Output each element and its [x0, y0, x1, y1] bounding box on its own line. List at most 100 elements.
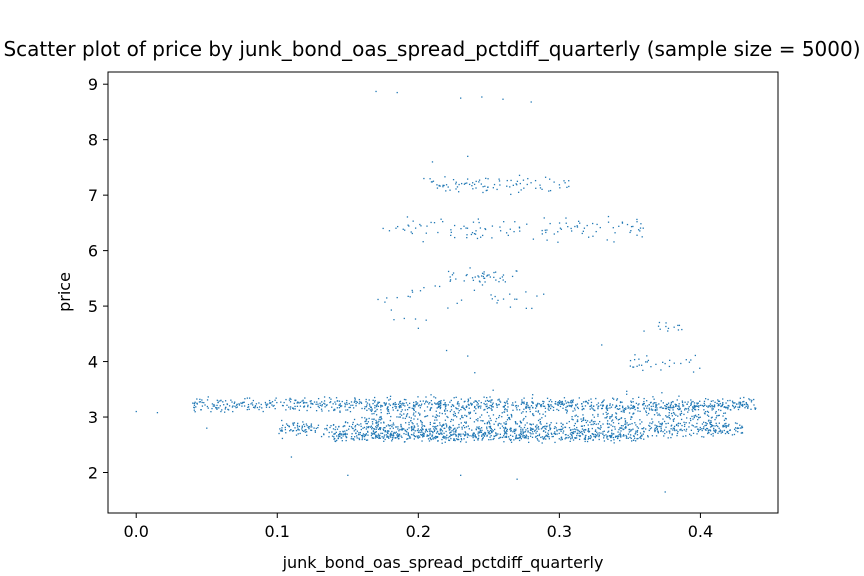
data-point	[512, 435, 514, 437]
data-point	[466, 178, 469, 180]
data-point	[480, 405, 482, 407]
data-point	[727, 430, 729, 433]
y-tick-label: 5	[88, 297, 98, 316]
data-point	[474, 372, 476, 374]
data-point	[607, 412, 609, 415]
data-point	[444, 441, 446, 443]
data-point	[647, 359, 650, 362]
data-point	[581, 428, 584, 430]
data-point	[426, 415, 429, 417]
data-point	[558, 403, 561, 405]
data-point	[503, 405, 506, 407]
data-point	[426, 435, 428, 437]
data-point	[395, 227, 397, 229]
data-point	[706, 428, 709, 430]
data-point	[455, 435, 457, 437]
data-point	[636, 438, 638, 440]
data-point	[546, 434, 548, 437]
data-point	[493, 271, 495, 274]
data-point	[641, 236, 643, 238]
data-point	[463, 438, 465, 440]
data-point	[597, 423, 600, 425]
data-point	[630, 437, 632, 440]
data-point	[428, 435, 430, 437]
data-point	[326, 404, 328, 406]
data-point	[423, 177, 425, 180]
data-point	[619, 427, 621, 429]
data-point	[359, 401, 361, 403]
data-point	[481, 435, 483, 437]
data-point	[381, 405, 383, 407]
data-point	[438, 415, 440, 417]
data-point	[504, 423, 506, 425]
data-point	[358, 438, 361, 441]
data-point	[460, 433, 462, 435]
data-point	[342, 430, 344, 433]
data-point	[720, 409, 722, 412]
data-point	[402, 402, 404, 404]
data-point	[718, 400, 721, 402]
data-point	[478, 181, 480, 183]
data-point	[218, 400, 220, 402]
data-point	[720, 432, 722, 434]
data-point	[398, 416, 400, 418]
data-point	[718, 404, 720, 406]
data-point	[715, 429, 717, 432]
data-point	[293, 402, 295, 405]
data-point	[429, 408, 431, 411]
data-point	[355, 432, 357, 435]
data-point	[526, 183, 528, 186]
data-point	[534, 179, 537, 182]
data-point	[653, 398, 655, 400]
data-point	[339, 431, 341, 433]
data-point	[385, 425, 388, 427]
data-point	[406, 428, 409, 431]
data-point	[603, 440, 606, 442]
data-point	[304, 397, 306, 399]
data-point	[527, 436, 529, 438]
data-point	[674, 429, 676, 432]
data-point	[223, 404, 225, 406]
data-point	[734, 422, 737, 424]
data-point	[458, 410, 460, 412]
data-point	[389, 427, 391, 430]
data-point	[213, 405, 216, 407]
data-point	[414, 318, 417, 320]
data-point	[445, 404, 447, 406]
data-point	[384, 431, 386, 433]
data-point	[704, 413, 706, 415]
data-point	[650, 366, 652, 368]
data-point	[536, 424, 538, 426]
data-point	[659, 406, 661, 409]
data-point	[340, 437, 342, 439]
data-point	[694, 409, 697, 411]
data-point	[413, 407, 415, 410]
data-point	[633, 358, 636, 361]
data-point	[717, 403, 720, 405]
data-point	[557, 241, 559, 243]
data-point	[442, 186, 444, 188]
data-point	[629, 423, 631, 425]
data-point	[619, 401, 622, 404]
data-point	[598, 434, 600, 437]
data-point	[379, 428, 381, 431]
data-point	[297, 428, 299, 430]
data-point	[609, 416, 611, 418]
data-point	[375, 90, 377, 93]
data-point	[289, 401, 292, 403]
data-point	[472, 436, 474, 439]
data-point	[685, 408, 688, 410]
data-point	[531, 427, 533, 430]
data-point	[637, 437, 639, 440]
data-point	[503, 401, 506, 404]
data-point	[431, 181, 433, 183]
data-point	[714, 425, 716, 427]
data-point	[399, 428, 401, 431]
data-point	[466, 234, 468, 236]
data-point	[589, 437, 592, 440]
data-point	[522, 436, 524, 438]
data-point	[733, 407, 735, 409]
data-point	[712, 435, 714, 437]
data-point	[573, 407, 576, 409]
data-point	[558, 432, 560, 435]
